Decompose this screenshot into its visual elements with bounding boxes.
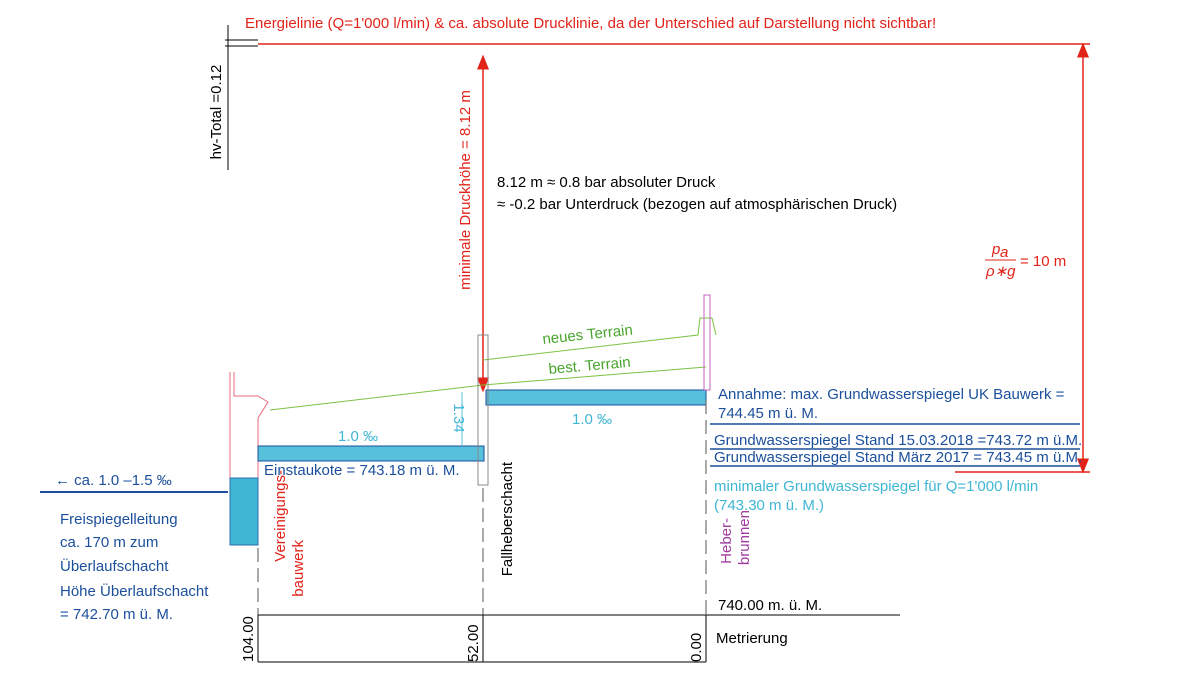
station: 0.00: [688, 633, 705, 662]
left-slope: ← ca. 1.0 –1.5 ‰: [55, 472, 172, 489]
labels: Energielinie (Q=1'000 l/min) & ca. absol…: [55, 15, 1082, 662]
formula-num: p: [991, 241, 1000, 258]
structure: brunnen: [736, 510, 753, 565]
gw-min: (743.30 m ü. M.): [714, 497, 824, 514]
energy-line: Energielinie (Q=1'000 l/min) & ca. absol…: [245, 15, 936, 32]
left-text: Freispiegelleitung: [60, 511, 178, 528]
einstau: Einstaukote = 743.18 m ü. M.: [264, 462, 460, 479]
station: 52.00: [465, 624, 482, 662]
gw-min: minimaler Grundwasserspiegel für Q=1'000…: [714, 478, 1038, 495]
left-text: ca. 170 m zum: [60, 534, 158, 551]
structure: bauwerk: [290, 540, 307, 597]
pressure-line: ≈ -0.2 bar Unterdruck (bezogen auf atmos…: [497, 196, 897, 213]
min-head: minimale Druckhöhe = 8.12 m: [457, 90, 474, 290]
lines: [40, 25, 1090, 663]
left-text: = 742.70 m ü. M.: [60, 606, 173, 623]
formula-rhs: = 10 m: [1020, 253, 1066, 270]
height: 1.34: [450, 403, 467, 432]
slope: 1.0 ‰: [572, 411, 612, 428]
station-label: Metrierung: [716, 630, 788, 647]
hv-total: hv-Total =0.12: [208, 65, 225, 160]
left-text: Überlaufschacht: [60, 557, 169, 575]
structure: Vereinigungs-: [272, 470, 289, 562]
station: 104.00: [240, 616, 257, 662]
gw-max: 744.45 m ü. M.: [718, 405, 818, 422]
formula: p a ρ∗g: [985, 241, 1016, 280]
gw-2018: Grundwasserspiegel Stand 15.03.2018 =743…: [714, 432, 1082, 449]
gw-2017: Grundwasserspiegel Stand März 2017 = 743…: [714, 449, 1082, 466]
datum: 740.00 m. ü. M.: [718, 597, 822, 614]
formula-sub: a: [1000, 244, 1008, 261]
slope: 1.0 ‰: [338, 428, 378, 445]
structure: Fallheberschacht: [499, 461, 516, 576]
left-text: Höhe Überlaufschacht: [60, 582, 209, 600]
pressure-line: 8.12 m ≈ 0.8 bar absoluter Druck: [497, 174, 716, 191]
structure: Heber-: [718, 518, 735, 564]
gw-max: Annahme: max. Grundwasserspiegel UK Bauw…: [718, 386, 1065, 403]
formula-den: ρ∗g: [985, 263, 1016, 280]
